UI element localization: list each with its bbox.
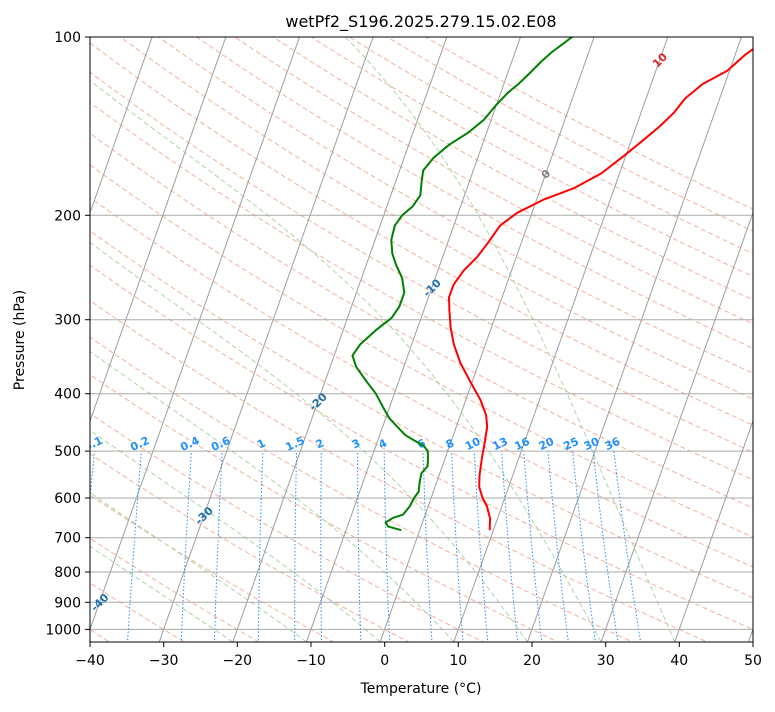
mixing-ratio-line xyxy=(295,451,297,654)
mixing-ratio-line xyxy=(127,451,142,654)
x-tick-label: 50 xyxy=(744,653,762,669)
x-tick-label: 40 xyxy=(670,653,688,669)
y-tick-label: 900 xyxy=(54,595,81,611)
isotherm-line xyxy=(155,24,378,654)
dry-adiabat xyxy=(0,37,280,654)
moist-adiabat xyxy=(0,37,380,642)
dry-adiabat xyxy=(0,37,507,654)
x-tick-label: 20 xyxy=(523,653,541,669)
mixing-ratio-label: 1 xyxy=(255,436,267,451)
dry-adiabat xyxy=(0,37,734,654)
moist-adiabat xyxy=(0,37,454,642)
isotherm-line xyxy=(523,24,746,654)
mixing-ratio-line xyxy=(474,451,489,654)
dry-adiabat xyxy=(387,37,775,654)
y-tick-label: 800 xyxy=(54,565,81,581)
isotherm-label: 10 xyxy=(650,50,670,70)
plot-frame xyxy=(90,37,753,642)
y-tick-label: 100 xyxy=(54,30,81,46)
pressure-gridlines xyxy=(90,37,753,629)
x-axis-ticks: −40 −30 −20 −10 0 10 20 30 40 50 xyxy=(75,642,762,669)
y-axis-ticks: 100 200 300 400 500 600 700 800 900 1000 xyxy=(45,30,90,638)
mixing-ratio-label: 16 xyxy=(513,435,533,453)
dry-adiabat xyxy=(0,37,432,654)
y-tick-label: 1000 xyxy=(45,622,81,638)
mixing-ratio-line xyxy=(214,451,222,654)
profiles xyxy=(353,37,770,530)
temperature-profile xyxy=(449,37,769,530)
dry-adiabat xyxy=(6,37,775,654)
mixing-ratio-line xyxy=(321,451,322,654)
isotherm-line xyxy=(597,24,775,654)
dry-adiabat xyxy=(197,37,775,654)
mixing-ratio-label: 10 xyxy=(463,435,483,453)
mixing-ratio-label: 20 xyxy=(537,435,557,453)
y-tick-label: 600 xyxy=(54,491,81,507)
x-tick-label: −30 xyxy=(149,653,179,669)
isotherm-label: 0 xyxy=(539,167,554,182)
dewpoint-profile xyxy=(353,37,573,530)
isotherm-line xyxy=(8,24,231,654)
dry-adiabat xyxy=(349,37,775,654)
y-tick-label: 700 xyxy=(54,531,81,547)
mixing-ratio-label: 4 xyxy=(377,436,390,451)
y-axis-label: Pressure (hPa) xyxy=(12,290,28,390)
dry-adiabat xyxy=(426,37,775,654)
mixing-ratio-label: 8 xyxy=(444,436,456,451)
y-tick-label: 500 xyxy=(54,444,81,460)
dry-adiabat xyxy=(0,37,356,654)
mixing-ratio-label: 3 xyxy=(350,436,362,451)
mixing-ratio-line xyxy=(614,451,643,654)
dry-adiabat xyxy=(235,37,775,654)
background-lines xyxy=(0,24,775,654)
x-tick-label: 0 xyxy=(380,653,389,669)
x-tick-label: −20 xyxy=(223,653,253,669)
isotherm-label: -50 xyxy=(15,591,38,614)
isotherm-line xyxy=(0,24,10,654)
x-tick-label: −10 xyxy=(296,653,326,669)
mixing-ratio-line xyxy=(181,451,192,654)
mixing-ratio-label: 25 xyxy=(561,435,580,453)
mixing-ratio-line xyxy=(452,451,464,654)
moist-adiabat xyxy=(0,37,307,642)
y-tick-label: 300 xyxy=(54,313,81,329)
mixing-ratio-line xyxy=(593,451,620,654)
dry-adiabat xyxy=(0,37,583,654)
isotherm-label: -30 xyxy=(193,504,216,527)
isotherm-line xyxy=(744,24,775,654)
isotherm-line xyxy=(671,24,775,654)
isotherm-line xyxy=(376,24,599,654)
x-tick-label: −40 xyxy=(75,653,105,669)
x-tick-label: 10 xyxy=(449,653,467,669)
mixing-ratio-line xyxy=(423,451,433,654)
mixing-ratio-line xyxy=(524,451,544,654)
mixing-ratio-label: 36 xyxy=(603,435,623,453)
moist-adiabat xyxy=(345,37,674,642)
y-tick-label: 200 xyxy=(54,208,81,224)
dry-adiabat xyxy=(120,37,775,654)
isotherm-line xyxy=(302,24,525,654)
isotherm-line xyxy=(229,24,452,654)
moist-adiabat xyxy=(0,37,233,642)
dry-adiabat xyxy=(0,37,659,654)
mixing-ratio-line xyxy=(258,451,263,654)
x-tick-label: 30 xyxy=(597,653,615,669)
isotherm-line xyxy=(81,24,304,654)
chart-title: wetPf2_S196.2025.279.15.02.E08 xyxy=(285,12,556,32)
mixing-ratio-label: 30 xyxy=(582,435,602,453)
dry-adiabat xyxy=(273,37,775,654)
mixing-ratio-line xyxy=(573,451,598,654)
y-tick-label: 400 xyxy=(54,387,81,403)
x-axis-label: Temperature (°C) xyxy=(360,681,482,697)
